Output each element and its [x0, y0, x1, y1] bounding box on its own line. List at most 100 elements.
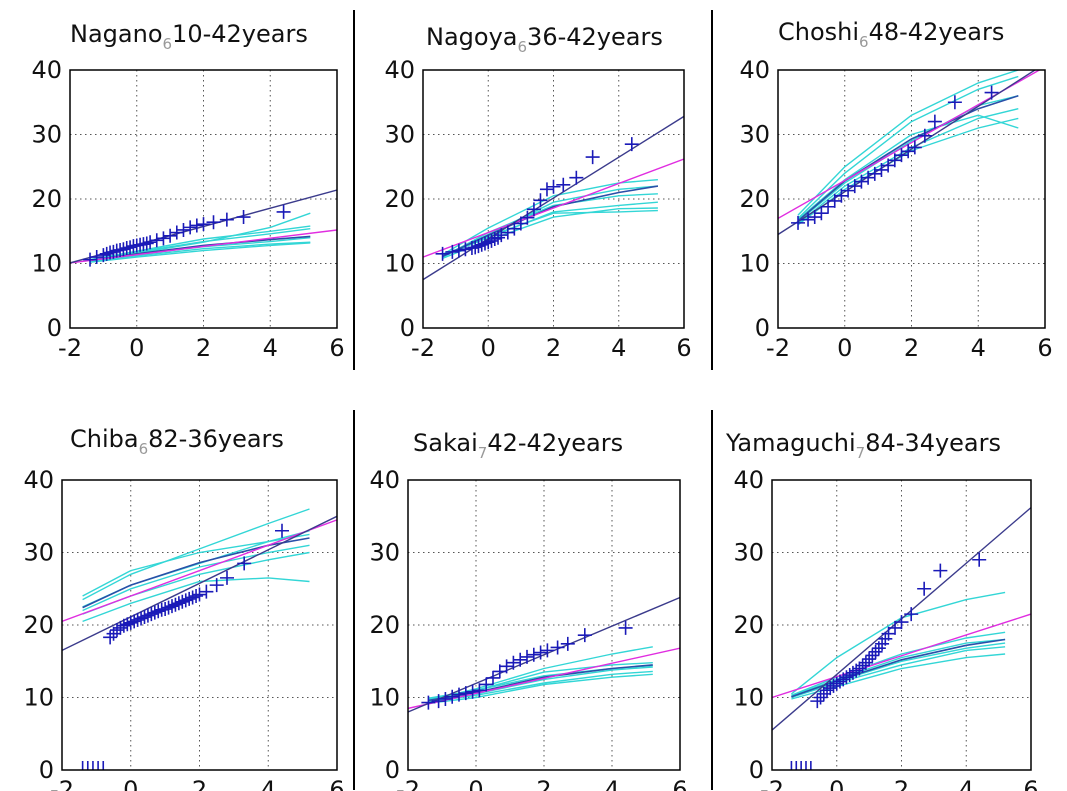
observed-marker — [134, 611, 149, 626]
observed-marker — [458, 686, 473, 701]
axes-frame — [771, 479, 1032, 771]
fit-line-observed — [778, 70, 1037, 236]
observed-marker — [894, 615, 909, 630]
y-tick-label: 40 — [733, 466, 764, 494]
x-tick-label: 2 — [904, 334, 919, 362]
observed-marker — [947, 95, 962, 110]
simulated-series-line — [791, 638, 1006, 697]
observed-marker — [546, 179, 561, 194]
y-tick-label: 0 — [749, 756, 764, 784]
panel-title: Nagano610-42years — [70, 20, 308, 53]
observed-marker — [865, 648, 880, 663]
observed-marker — [123, 240, 138, 255]
observed-marker — [120, 617, 135, 632]
observed-marker — [477, 236, 492, 251]
observed-marker — [189, 218, 204, 233]
simulated-median-line — [791, 638, 1006, 698]
observed-marker — [171, 596, 186, 611]
observed-marker — [917, 581, 932, 596]
observed-marker — [520, 210, 535, 225]
observed-marker — [452, 687, 466, 702]
observed-marker — [237, 556, 252, 571]
observed-marker — [927, 114, 942, 129]
observed-marker — [83, 252, 98, 267]
y-tick-label: 0 — [39, 756, 54, 784]
panel-title: Chiba682-36years — [70, 425, 284, 458]
observed-marker — [933, 563, 948, 578]
panel-title: Nagoya636-42years — [426, 23, 663, 56]
simulated-median-line — [797, 95, 1019, 222]
observed-marker — [143, 235, 158, 250]
fit-line-simulated — [423, 158, 684, 258]
simulated-median-line — [442, 185, 659, 258]
observed-marker — [816, 686, 831, 701]
x-tick-label: 2 — [894, 776, 909, 791]
x-tick-label: 0 — [829, 776, 844, 791]
observed-marker — [421, 695, 436, 710]
observed-marker — [435, 246, 450, 261]
plot-area — [70, 189, 337, 267]
plot-area — [62, 508, 337, 770]
y-tick-label: 0 — [47, 314, 62, 342]
observed-marker — [209, 578, 224, 593]
x-tick-label: -2 — [760, 776, 784, 791]
simulated-series-line — [442, 201, 658, 257]
observed-marker — [791, 215, 806, 230]
observed-marker — [556, 177, 571, 192]
fit-line-observed — [423, 115, 684, 281]
observed-marker — [984, 85, 999, 100]
observed-marker — [116, 618, 131, 633]
x-tick-label: 6 — [676, 334, 691, 362]
x-tick-label: 6 — [1037, 334, 1052, 362]
observed-marker — [106, 244, 121, 259]
y-tick-label: 10 — [31, 250, 62, 278]
fit-line-observed — [408, 596, 680, 713]
observed-marker — [494, 228, 509, 243]
observed-marker — [275, 523, 289, 538]
observed-marker — [178, 593, 193, 608]
observed-marker — [618, 620, 633, 635]
observed-marker — [533, 645, 548, 660]
plot-area — [772, 507, 1031, 770]
x-tick-label: 0 — [123, 776, 138, 791]
x-tick-label: -2 — [411, 334, 435, 362]
y-tick-label: 20 — [739, 185, 770, 213]
simulated-series-line — [442, 179, 658, 256]
y-tick-label: 40 — [369, 466, 400, 494]
observed-marker — [438, 691, 453, 706]
y-tick-label: 0 — [400, 314, 415, 342]
x-tick-label: 6 — [1023, 776, 1038, 791]
observed-marker — [116, 242, 131, 257]
panel-title: Sakai742-42years — [413, 429, 623, 462]
observed-marker — [445, 244, 460, 259]
y-tick-label: 10 — [23, 684, 54, 712]
axes-frame — [61, 479, 338, 771]
observed-marker — [526, 202, 541, 217]
y-tick-label: 30 — [739, 121, 770, 149]
observed-marker — [550, 640, 565, 655]
fit-line-observed — [62, 515, 337, 652]
observed-marker — [176, 222, 191, 237]
observed-marker — [156, 231, 171, 246]
observed-marker — [907, 140, 922, 155]
observed-marker — [199, 584, 214, 599]
y-tick-label: 40 — [739, 56, 770, 84]
observed-marker — [520, 649, 534, 664]
observed-marker — [513, 216, 528, 231]
observed-marker — [431, 694, 446, 709]
x-tick-label: 2 — [536, 776, 551, 791]
simulated-series-line — [797, 95, 1019, 223]
observed-marker — [123, 615, 138, 630]
y-tick-label: 10 — [733, 684, 764, 712]
x-tick-label: 2 — [546, 334, 561, 362]
y-tick-label: 10 — [369, 684, 400, 712]
observed-marker — [196, 217, 211, 232]
y-tick-label: 0 — [755, 314, 770, 342]
observed-marker — [540, 643, 555, 658]
y-tick-label: 30 — [369, 539, 400, 567]
observed-marker — [852, 661, 867, 676]
observed-marker — [569, 170, 584, 185]
